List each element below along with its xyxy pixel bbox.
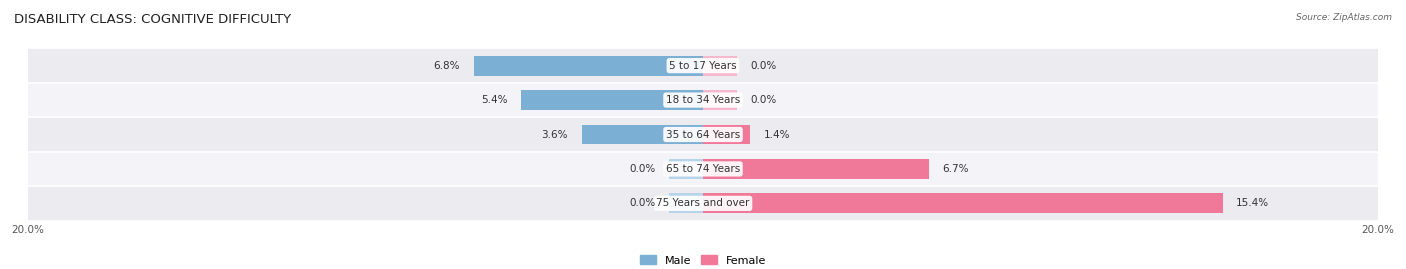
Bar: [520, 90, 703, 110]
Text: 5.4%: 5.4%: [481, 95, 508, 105]
Bar: [703, 193, 1223, 213]
Text: 1.4%: 1.4%: [763, 129, 790, 140]
Text: 0.0%: 0.0%: [751, 95, 776, 105]
Legend: Male, Female: Male, Female: [636, 251, 770, 269]
Text: 0.0%: 0.0%: [630, 198, 655, 208]
Bar: [28, 48, 1378, 83]
Text: 75 Years and over: 75 Years and over: [657, 198, 749, 208]
Text: 15.4%: 15.4%: [1236, 198, 1270, 208]
Text: Source: ZipAtlas.com: Source: ZipAtlas.com: [1296, 13, 1392, 22]
Bar: [582, 125, 703, 144]
Bar: [703, 56, 737, 76]
Text: 6.7%: 6.7%: [942, 164, 969, 174]
Bar: [669, 159, 703, 179]
Text: 0.0%: 0.0%: [751, 61, 776, 71]
Text: 65 to 74 Years: 65 to 74 Years: [666, 164, 740, 174]
Text: 3.6%: 3.6%: [541, 129, 568, 140]
Bar: [669, 193, 703, 213]
Bar: [474, 56, 703, 76]
Bar: [703, 125, 751, 144]
Bar: [703, 90, 737, 110]
Text: 35 to 64 Years: 35 to 64 Years: [666, 129, 740, 140]
Text: 5 to 17 Years: 5 to 17 Years: [669, 61, 737, 71]
Bar: [28, 152, 1378, 186]
Text: 6.8%: 6.8%: [433, 61, 460, 71]
Text: 0.0%: 0.0%: [630, 164, 655, 174]
Bar: [28, 186, 1378, 221]
Bar: [703, 159, 929, 179]
Bar: [28, 83, 1378, 117]
Bar: [28, 117, 1378, 152]
Text: 18 to 34 Years: 18 to 34 Years: [666, 95, 740, 105]
Text: DISABILITY CLASS: COGNITIVE DIFFICULTY: DISABILITY CLASS: COGNITIVE DIFFICULTY: [14, 13, 291, 26]
